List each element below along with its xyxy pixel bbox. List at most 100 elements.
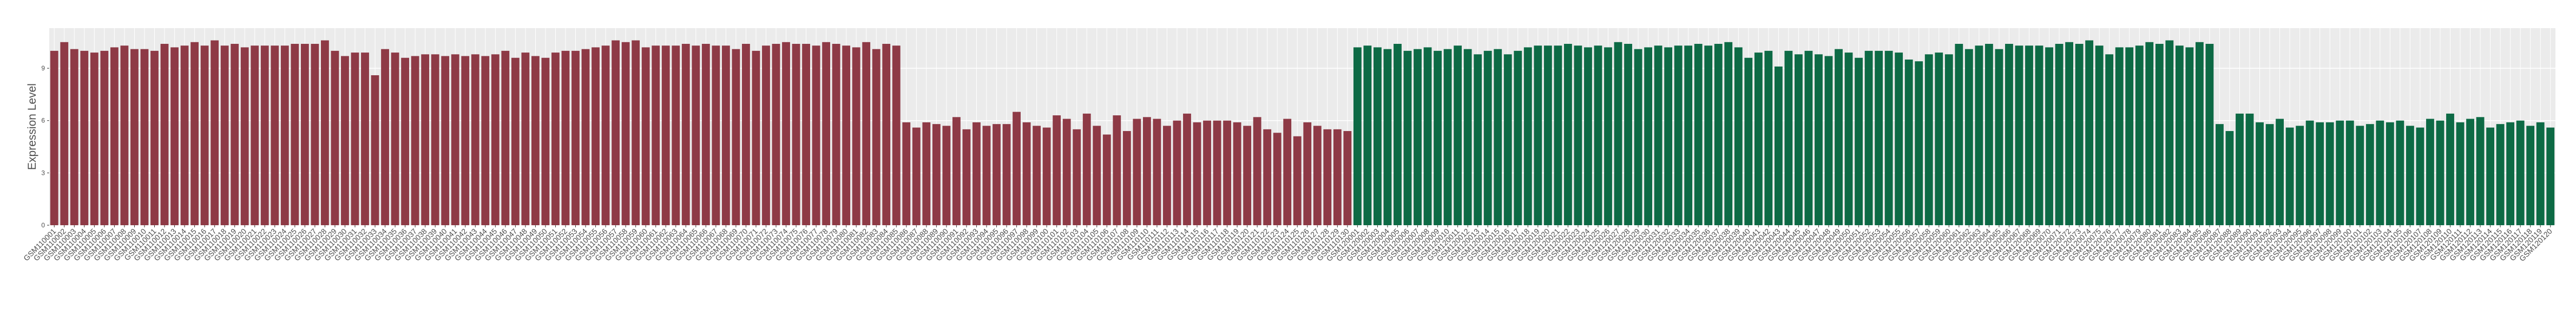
bar (1634, 49, 1642, 225)
bar (1082, 113, 1091, 225)
bar (1824, 56, 1833, 225)
bar (1042, 127, 1051, 225)
bar (2446, 113, 2454, 225)
bar (1543, 45, 1552, 225)
bar (1434, 50, 1442, 226)
bar (1975, 45, 1983, 225)
bar (411, 56, 419, 225)
bar (581, 49, 590, 225)
bar (1955, 43, 1963, 225)
bar (1253, 117, 1261, 225)
bar (2115, 47, 2124, 226)
bar (862, 42, 871, 226)
bar (1283, 119, 1292, 225)
bar (701, 43, 710, 225)
bar (2195, 42, 2204, 226)
bar (2055, 43, 2064, 225)
bar (251, 45, 259, 225)
bar (2345, 120, 2354, 225)
bar (231, 43, 239, 225)
bar (1414, 49, 1422, 225)
bar (531, 56, 540, 225)
bar (1163, 126, 1171, 225)
bar (2236, 113, 2244, 225)
bar (521, 53, 530, 225)
bar (501, 50, 510, 226)
bar (2216, 124, 2224, 225)
bar (641, 47, 650, 226)
bar (1694, 43, 1703, 225)
bar (721, 45, 730, 225)
y-tick-label: 9 (41, 64, 45, 72)
y-tick-label: 3 (41, 169, 45, 176)
bar (211, 40, 219, 225)
bar (1644, 47, 1652, 226)
bar (2406, 126, 2414, 225)
bar (1724, 42, 1733, 226)
bar (60, 42, 69, 226)
bar (1323, 129, 1332, 225)
bar (2496, 124, 2505, 225)
bar (772, 43, 780, 225)
bar (912, 127, 921, 225)
bar (1343, 131, 1352, 225)
bar (481, 56, 490, 225)
bar (932, 124, 941, 225)
bar (1895, 53, 1903, 225)
bar (2376, 120, 2384, 225)
bar (110, 47, 119, 226)
bar (361, 53, 369, 225)
bar (1855, 57, 1863, 226)
bar (2546, 127, 2555, 225)
bar (1102, 134, 1111, 225)
bar (1654, 45, 1662, 225)
bar (1804, 50, 1813, 226)
bar (2426, 119, 2434, 225)
bar (441, 56, 450, 225)
bar (321, 40, 329, 225)
bar (782, 42, 790, 226)
bar (1904, 59, 1913, 225)
bar (1554, 45, 1562, 225)
bar (852, 47, 860, 226)
bar (260, 45, 269, 225)
bar (812, 45, 820, 225)
bar (752, 50, 760, 226)
bar (612, 40, 620, 225)
bar (1684, 45, 1693, 225)
bar (130, 49, 139, 225)
bar (601, 45, 610, 225)
bar (1563, 43, 1572, 225)
bar (100, 50, 109, 226)
bar (892, 45, 901, 225)
bar (1523, 47, 1532, 226)
bar (1142, 117, 1151, 225)
bar (401, 57, 410, 226)
bar (1784, 50, 1793, 226)
bar (872, 49, 880, 225)
bar (2035, 45, 2043, 225)
bar (1353, 47, 1362, 226)
bar (1483, 50, 1492, 226)
bar (180, 45, 189, 225)
bar (190, 42, 199, 226)
bar (1984, 43, 1993, 225)
bar (632, 40, 640, 225)
bar (621, 42, 630, 226)
bar (882, 43, 891, 225)
bar (1964, 49, 1973, 225)
bar (1383, 49, 1392, 225)
bar (511, 57, 520, 226)
bar (1514, 50, 1522, 226)
bar (341, 56, 349, 225)
bar (2456, 122, 2465, 225)
bar (90, 53, 98, 225)
bar (1935, 53, 1943, 225)
bar (742, 43, 750, 225)
bar (2396, 120, 2404, 225)
bar (280, 45, 289, 225)
bar (652, 45, 660, 225)
bar (1443, 49, 1452, 225)
bar (541, 57, 550, 226)
